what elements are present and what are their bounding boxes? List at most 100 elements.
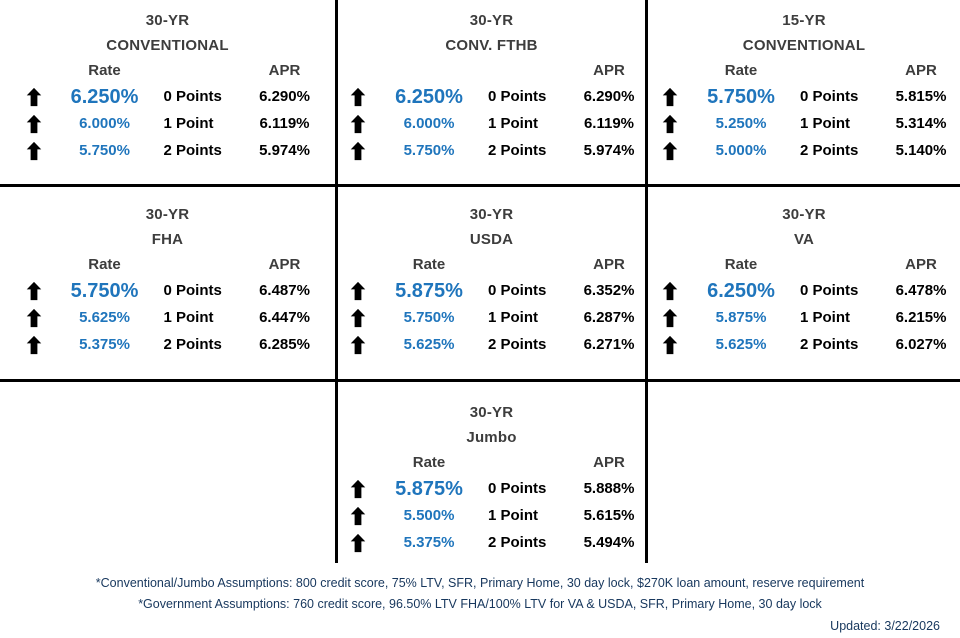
card-term: 30-YR: [145, 12, 190, 29]
points-label: 2 Points: [163, 336, 222, 353]
rate-card-30yr-conventional: 30-YR CONVENTIONAL Rate APR 6.250% 0 Poi…: [0, 0, 338, 187]
rate-row: 5.250% 1 Point 5.314%: [650, 110, 958, 137]
apr-value: 6.027%: [895, 336, 947, 353]
points-label: 0 Points: [800, 282, 859, 299]
rate-column-header: Rate: [88, 256, 121, 273]
points-label: 0 Points: [488, 282, 547, 299]
column-headers: Rate APR: [650, 252, 958, 277]
rate-row: 5.625% 1 Point 6.447%: [14, 304, 322, 331]
rate-row: 6.250% 0 Points 6.290%: [14, 83, 322, 110]
apr-value: 6.290%: [259, 88, 310, 105]
up-arrow-icon: [338, 87, 378, 107]
points-label: 2 Points: [163, 142, 222, 159]
points-label: 1 Point: [800, 309, 851, 326]
apr-value: 5.140%: [895, 142, 947, 159]
rate-row: 5.500% 1 Point 5.615%: [338, 502, 646, 529]
apr-value: 5.815%: [895, 88, 947, 105]
apr-column-header: APR: [593, 62, 625, 79]
apr-column-header: APR: [268, 62, 301, 79]
rate-column-header: Rate: [412, 454, 446, 471]
up-arrow-icon: [338, 506, 378, 526]
up-arrow-icon: [338, 141, 378, 161]
rate-row: 5.375% 2 Points 5.494%: [338, 529, 646, 556]
card-program: CONV. FTHB: [445, 37, 538, 54]
rate-row: 5.750% 1 Point 6.287%: [338, 304, 646, 331]
up-arrow-icon: [338, 114, 378, 134]
rate-row: 5.750% 0 Points 5.815%: [650, 83, 958, 110]
up-arrow-icon: [338, 281, 378, 301]
rate-card-15yr-conventional: 15-YR CONVENTIONAL Rate APR 5.750% 0 Poi…: [648, 0, 960, 187]
column-headers: Rate APR: [338, 252, 646, 277]
column-headers: Rate APR: [14, 252, 322, 277]
rate-value: 5.750%: [70, 279, 139, 302]
apr-value: 6.119%: [583, 115, 635, 132]
rate-value: 5.875%: [715, 309, 767, 326]
up-arrow-icon: [14, 87, 54, 107]
apr-value: 5.974%: [583, 142, 635, 159]
apr-value: 5.314%: [895, 115, 947, 132]
rate-row: 5.750% 2 Points 5.974%: [338, 137, 646, 164]
card-program: CONVENTIONAL: [106, 37, 229, 54]
rate-value: 5.625%: [403, 336, 455, 353]
points-label: 2 Points: [488, 534, 547, 551]
assumptions-footer: *Conventional/Jumbo Assumptions: 800 cre…: [0, 563, 960, 637]
rate-value: 5.500%: [403, 507, 455, 524]
up-arrow-icon: [338, 479, 378, 499]
card-program: CONVENTIONAL: [742, 37, 866, 54]
apr-value: 5.494%: [583, 534, 635, 551]
card-term: 30-YR: [782, 206, 826, 223]
apr-value: 6.287%: [583, 309, 635, 326]
rate-row: 5.750% 2 Points 5.974%: [14, 137, 322, 164]
rate-card-30yr-conv-fthb: 30-YR CONV. FTHB APR 6.250% 0 Points 6.2…: [338, 0, 648, 187]
rate-value: 6.250%: [395, 85, 463, 108]
rate-value: 5.875%: [395, 477, 463, 500]
rate-value: 5.000%: [715, 142, 767, 159]
points-label: 2 Points: [800, 142, 859, 159]
rate-value: 5.375%: [403, 534, 455, 551]
rate-row: 5.000% 2 Points 5.140%: [650, 137, 958, 164]
apr-value: 6.119%: [259, 115, 310, 132]
rate-row: 6.000% 1 Point 6.119%: [338, 110, 646, 137]
up-arrow-icon: [14, 308, 54, 328]
apr-value: 5.615%: [583, 507, 635, 524]
rate-value: 6.000%: [403, 115, 455, 132]
card-program: Jumbo: [466, 429, 517, 446]
up-arrow-icon: [338, 533, 378, 553]
up-arrow-icon: [650, 87, 690, 107]
rate-column-header: Rate: [88, 62, 121, 79]
card-term: 30-YR: [469, 404, 514, 421]
apr-value: 6.487%: [259, 282, 310, 299]
apr-column-header: APR: [593, 256, 625, 273]
points-label: 0 Points: [488, 480, 547, 497]
government-assumptions: *Government Assumptions: 760 credit scor…: [138, 597, 822, 611]
card-term: 30-YR: [469, 12, 514, 29]
card-program: VA: [793, 231, 815, 248]
rate-value: 5.625%: [715, 336, 767, 353]
up-arrow-icon: [650, 281, 690, 301]
rate-value: 5.625%: [79, 309, 130, 326]
rate-row: 5.875% 0 Points 5.888%: [338, 475, 646, 502]
rate-card-30yr-va: 30-YR VA Rate APR 6.250% 0 Points 6.478%…: [648, 187, 960, 382]
card-program: USDA: [469, 231, 514, 248]
rate-column-header: Rate: [724, 256, 758, 273]
up-arrow-icon: [14, 335, 54, 355]
empty-cell: [0, 382, 338, 563]
card-program: FHA: [151, 231, 184, 248]
empty-cell: [648, 382, 960, 563]
points-label: 1 Point: [163, 115, 214, 132]
rate-value: 5.750%: [707, 85, 775, 108]
points-label: 1 Point: [800, 115, 851, 132]
card-term: 30-YR: [469, 206, 514, 223]
column-headers: Rate APR: [338, 450, 646, 475]
apr-column-header: APR: [593, 454, 625, 471]
points-label: 1 Point: [488, 115, 539, 132]
rate-row: 5.625% 2 Points 6.271%: [338, 331, 646, 358]
apr-column-header: APR: [905, 256, 937, 273]
apr-value: 6.271%: [583, 336, 635, 353]
conventional-jumbo-assumptions: *Conventional/Jumbo Assumptions: 800 cre…: [95, 576, 865, 590]
apr-value: 5.974%: [259, 142, 310, 159]
rate-value: 5.250%: [715, 115, 767, 132]
points-label: 1 Point: [163, 309, 214, 326]
apr-value: 6.285%: [259, 336, 310, 353]
rate-row: 6.000% 1 Point 6.119%: [14, 110, 322, 137]
